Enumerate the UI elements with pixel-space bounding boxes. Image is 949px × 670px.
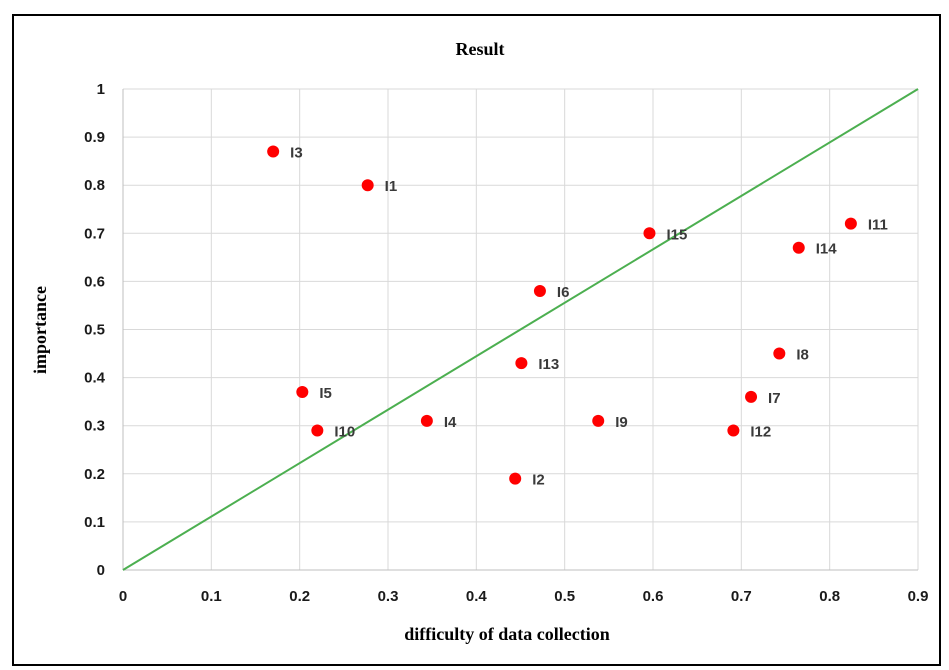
gridlines — [123, 88, 919, 570]
x-tick-label: 0.8 — [819, 588, 840, 605]
data-point — [592, 414, 605, 427]
y-tick-label: 0.2 — [84, 466, 105, 483]
point-label: I12 — [750, 424, 771, 441]
data-point — [727, 424, 740, 437]
y-tick-labels: 0 0.1 0.2 0.3 0.4 0.5 0.6 0.7 0.8 0.9 1 — [84, 81, 106, 579]
data-point — [296, 386, 309, 399]
x-tick-label: 0.9 — [908, 588, 929, 605]
x-tick-label: 0.3 — [378, 588, 399, 605]
y-tick-label: 1 — [97, 81, 105, 98]
point-label: I9 — [615, 414, 628, 431]
data-point — [311, 424, 324, 437]
x-tick-label: 0.5 — [554, 588, 575, 605]
point-label: I5 — [319, 385, 332, 402]
data-point — [792, 241, 805, 254]
point-label: I14 — [816, 241, 838, 258]
y-tick-label: 0 — [97, 562, 105, 579]
point-label: I4 — [444, 414, 457, 431]
y-tick-label: 0.8 — [84, 177, 105, 194]
data-point — [643, 227, 656, 240]
x-tick-label: 0.4 — [466, 588, 488, 605]
axes — [122, 89, 918, 571]
data-point — [420, 414, 433, 427]
point-label: I2 — [532, 472, 545, 489]
x-tick-label: 0.6 — [643, 588, 664, 605]
y-tick-label: 0.3 — [84, 418, 105, 435]
point-label: I8 — [796, 347, 809, 364]
chart-title: Result — [456, 39, 505, 59]
data-point — [533, 285, 546, 298]
point-label: I13 — [538, 356, 559, 373]
point-label: I11 — [868, 217, 888, 234]
point-label: I3 — [290, 145, 303, 162]
point-label: I15 — [666, 226, 687, 243]
y-tick-label: 0.1 — [84, 514, 105, 531]
y-tick-label: 0.5 — [84, 322, 105, 339]
x-axis-label: difficulty of data collection — [404, 624, 609, 644]
reference-line — [122, 88, 919, 571]
data-point — [844, 217, 857, 230]
data-point — [515, 357, 528, 370]
data-point — [361, 179, 374, 192]
data-points: I1 I2 I3 I4 I5 I6 I7 I8 I9 I10 I11 I12 I13 I14 I15 — [267, 145, 888, 489]
data-point — [267, 145, 280, 158]
data-point — [509, 472, 522, 485]
point-label: I7 — [768, 390, 781, 407]
y-tick-label: 0.9 — [84, 129, 105, 146]
x-tick-label: 0.2 — [289, 588, 310, 605]
point-label: I1 — [385, 178, 398, 195]
point-label: I6 — [557, 284, 570, 301]
y-tick-label: 0.7 — [84, 225, 105, 242]
x-tick-label: 0 — [119, 588, 127, 605]
x-tick-label: 0.1 — [201, 588, 222, 605]
x-tick-label: 0.7 — [731, 588, 752, 605]
data-point — [745, 390, 758, 403]
y-axis-label: importance — [30, 286, 50, 374]
y-tick-label: 0.4 — [84, 370, 106, 387]
data-point — [773, 347, 786, 360]
point-label: I10 — [334, 424, 355, 441]
y-tick-label: 0.6 — [84, 273, 105, 290]
x-tick-labels: 0 0.1 0.2 0.3 0.4 0.5 0.6 0.7 0.8 0.9 — [119, 588, 929, 605]
